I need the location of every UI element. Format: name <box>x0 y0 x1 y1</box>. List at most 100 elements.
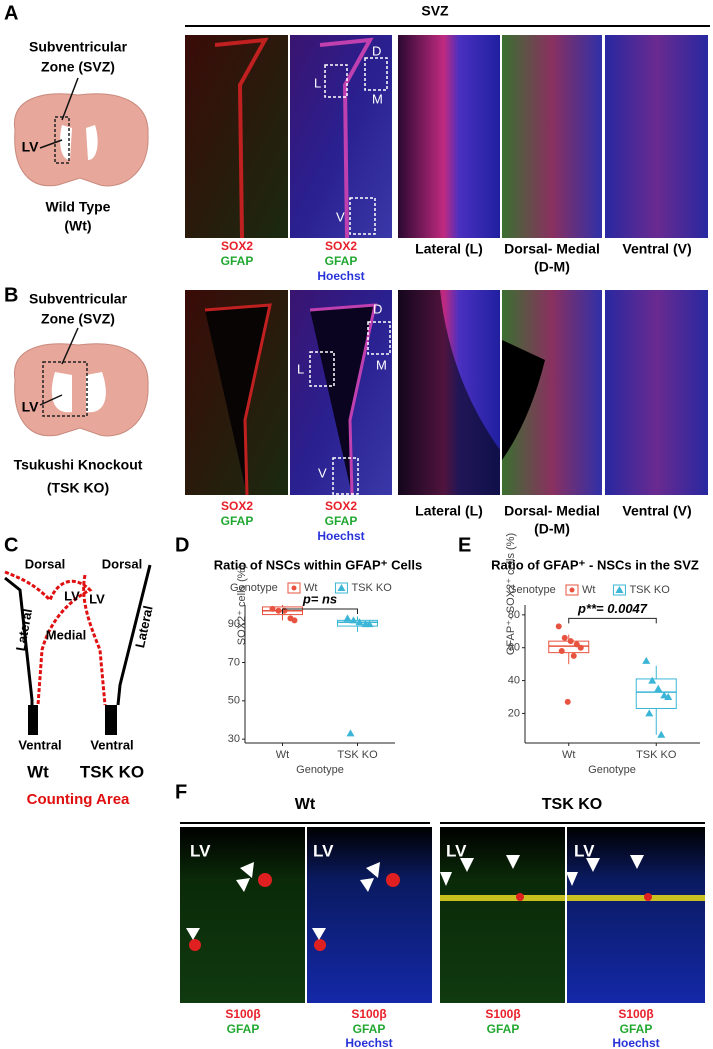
panel-label: B <box>4 284 18 306</box>
legend-title: Genotype <box>230 582 278 594</box>
group-title: Wt <box>295 796 316 813</box>
data-point <box>558 648 565 654</box>
legend-label: TSK KO <box>351 582 392 594</box>
significance-label: p= ns <box>302 591 337 606</box>
data-point <box>355 618 364 626</box>
chart-title: Ratio of GFAP⁺ - NSCs in the SVZ <box>491 557 699 572</box>
stain: SOX2 <box>221 499 253 513</box>
brain-illustration <box>13 327 149 437</box>
x-axis-label: Genotype <box>588 764 636 776</box>
y-tick-label: 80 <box>508 609 520 621</box>
inset-label: V <box>318 465 327 480</box>
x-tick-label: TSK KO <box>337 749 378 761</box>
box <box>635 678 677 710</box>
inset-label: M <box>376 357 387 372</box>
stain: S100β <box>351 1007 386 1021</box>
inset-label: D <box>372 43 381 58</box>
inset-label: V <box>336 209 345 224</box>
stain: Hoechst <box>317 529 364 543</box>
legend-marker <box>569 587 575 593</box>
y-tick-label: 90 <box>228 618 240 630</box>
brain-illustration <box>13 77 149 187</box>
stain: SOX2 <box>325 499 357 513</box>
inset-label: L <box>314 75 321 90</box>
data-point <box>564 698 571 705</box>
stain: S100β <box>485 1007 520 1021</box>
data-point <box>275 607 282 614</box>
stain: GFAP <box>221 514 254 528</box>
data-point <box>573 641 580 648</box>
stain: GFAP <box>227 1022 260 1036</box>
data-point <box>291 617 298 624</box>
genotype: TSK KO <box>80 762 144 781</box>
y-axis-label: GFAP⁺- SOX2⁺ cells (%) <box>505 533 517 655</box>
data-point <box>567 638 574 645</box>
lv-label: LV <box>89 591 105 606</box>
data-point <box>664 693 673 700</box>
brain-title: Zone (SVZ) <box>41 59 115 75</box>
genotype: Wild Type <box>46 199 111 215</box>
inset-label: M <box>372 91 383 106</box>
stain: GFAP <box>620 1022 653 1036</box>
brain-title: Zone (SVZ) <box>41 311 115 327</box>
micrographs <box>185 290 708 496</box>
stain: Hoechst <box>317 269 364 283</box>
region: Ventral (V) <box>622 503 691 519</box>
y-tick-label: 30 <box>228 733 240 745</box>
panel-label: D <box>175 534 189 556</box>
data-point <box>648 676 657 684</box>
region: Dorsal- Medial <box>504 241 600 257</box>
significance-bracket <box>282 608 358 614</box>
brain-title: Subventricular <box>29 39 128 55</box>
stain: SOX2 <box>325 239 357 253</box>
stain: S100β <box>225 1007 260 1021</box>
lv-label: LV <box>446 841 467 860</box>
genotype: Wt <box>27 762 49 781</box>
region: Ventral (V) <box>622 241 691 257</box>
region: (D-M) <box>534 521 570 537</box>
data-point <box>577 644 584 651</box>
x-tick-label: Wt <box>276 749 289 761</box>
lv-label: LV <box>574 841 595 860</box>
region: Lateral (L) <box>415 503 483 519</box>
region: Dorsal- Medial <box>504 503 600 519</box>
lv-label: LV <box>22 399 40 415</box>
data-point <box>349 616 358 624</box>
significance-label: p**= 0.0047 <box>577 601 648 616</box>
inset-label: L <box>297 361 304 376</box>
panel-label: A <box>4 2 18 24</box>
data-point <box>657 730 666 738</box>
orientation: Dorsal <box>25 556 65 571</box>
lv-label: LV <box>64 588 80 603</box>
panel-label: C <box>4 534 18 556</box>
genotype: (TSK KO) <box>47 480 109 496</box>
chart-title: Ratio of NSCs within GFAP⁺ Cells <box>214 557 422 572</box>
data-point <box>654 684 663 692</box>
stain: GFAP <box>487 1022 520 1036</box>
caption: Counting Area <box>27 791 130 808</box>
stain: SOX2 <box>221 239 253 253</box>
legend-marker <box>291 585 297 591</box>
legend-title: Genotype <box>508 584 556 596</box>
stain: Hoechst <box>345 1036 392 1049</box>
y-tick-label: 60 <box>508 642 520 654</box>
significance-bracket <box>568 617 657 624</box>
stain: GFAP <box>353 1022 386 1036</box>
orientation: Lateral <box>13 608 35 653</box>
data-point <box>555 623 562 630</box>
data-point <box>570 652 577 659</box>
data-point <box>561 634 568 641</box>
stain: Hoechst <box>612 1036 659 1049</box>
header: SVZ <box>421 3 449 19</box>
legend-label: Wt <box>304 582 317 594</box>
panel-label: F <box>175 781 187 803</box>
data-point <box>269 605 276 612</box>
data-point <box>642 656 651 664</box>
micrographs <box>185 35 708 239</box>
x-axis-label: Genotype <box>296 764 344 776</box>
genotype: Tsukushi Knockout <box>14 457 143 473</box>
orientation: Ventral <box>18 737 61 752</box>
region: (D-M) <box>534 259 570 275</box>
y-tick-label: 70 <box>228 656 240 668</box>
